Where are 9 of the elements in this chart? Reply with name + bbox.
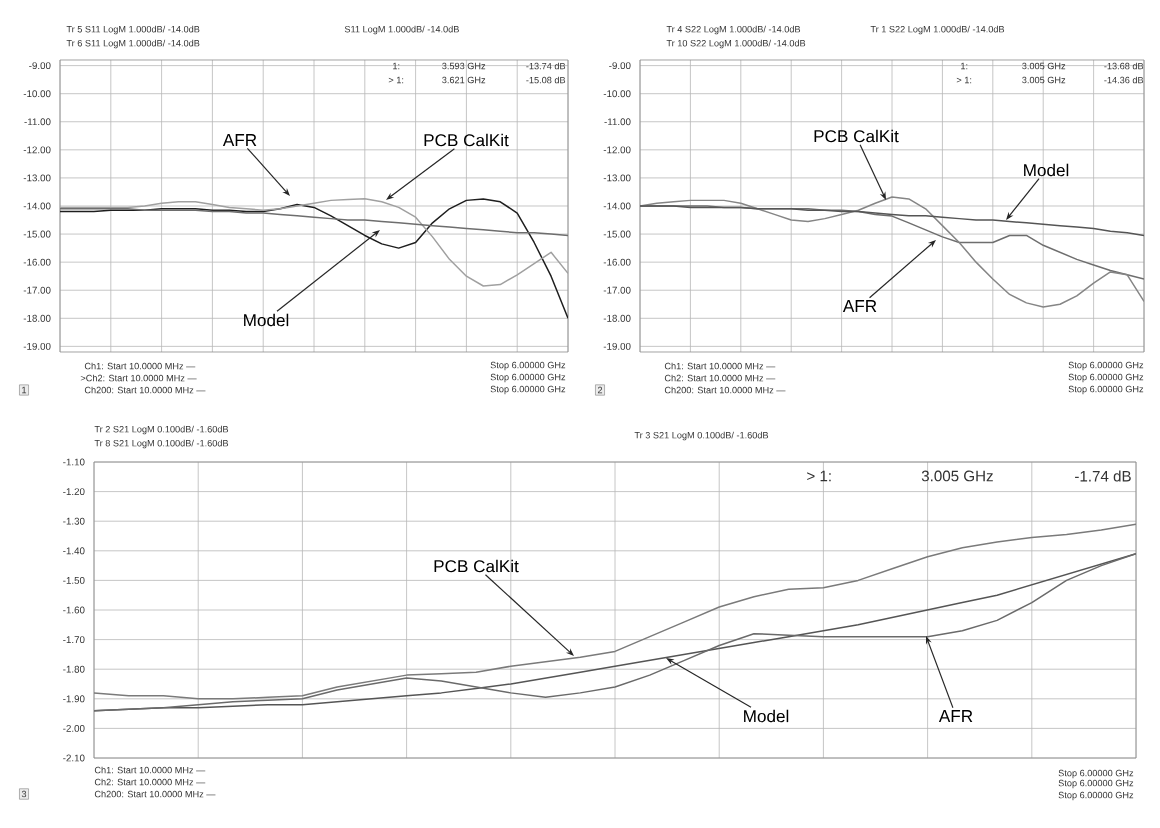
annotation: PCB CalKit bbox=[434, 559, 519, 573]
annotation: Model bbox=[744, 709, 789, 723]
annotation: AFR bbox=[222, 134, 257, 146]
annotation: AFR bbox=[842, 300, 877, 312]
annotation: PCB CalKit bbox=[424, 133, 509, 147]
annotation: AFR bbox=[938, 710, 973, 722]
annotation: PCB CalKit bbox=[814, 129, 899, 143]
annotation: Model bbox=[1024, 163, 1069, 177]
annotation: Model bbox=[244, 313, 289, 327]
